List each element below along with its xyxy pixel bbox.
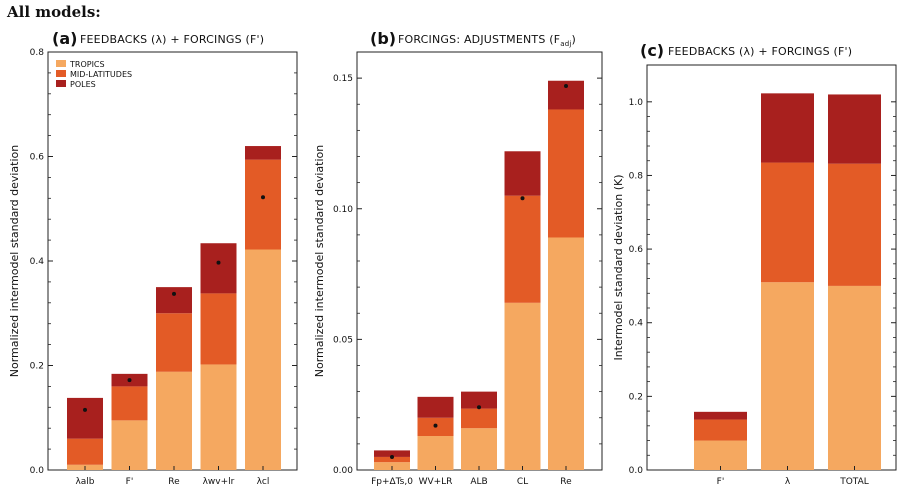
y-tick-label: 0.05	[333, 335, 353, 345]
data-point-marker	[520, 196, 525, 201]
y-tick-label: 0.8	[629, 171, 644, 181]
data-point-marker	[172, 291, 176, 296]
data-point-marker	[261, 195, 265, 200]
bar-segment-mid-latitudes	[461, 408, 497, 429]
bar-segment-poles	[761, 93, 814, 163]
y-tick-label: 0.4	[30, 257, 45, 267]
category-label: F'	[717, 477, 725, 487]
y-tick-label: 0.8	[30, 48, 45, 58]
panel-letter: (c)	[640, 41, 664, 60]
bar-segment-tropics	[694, 440, 747, 470]
category-label: WV+LR	[419, 477, 453, 487]
bar-segment-poles	[67, 397, 103, 439]
bar-segment-tropics	[504, 302, 541, 470]
bar-segment-mid-latitudes	[200, 293, 237, 365]
bar-segment-mid-latitudes	[694, 419, 747, 441]
bar-segment-poles	[461, 391, 497, 409]
category-label: ALB	[470, 477, 487, 487]
category-label: CL	[517, 477, 528, 487]
bar-segment-tropics	[245, 249, 281, 470]
bar-segment-mid-latitudes	[67, 438, 103, 465]
bar-segment-tropics	[156, 371, 192, 470]
bar-segment-mid-latitudes	[156, 313, 192, 372]
bar-segment-tropics	[111, 420, 148, 470]
data-point-marker	[390, 454, 394, 459]
y-tick-label: 0.2	[30, 362, 44, 372]
bar-segment-mid-latitudes	[828, 163, 881, 286]
bar-segment-mid-latitudes	[504, 195, 541, 303]
panel-title-subscript: adj	[560, 40, 571, 48]
bar-segment-mid-latitudes	[111, 386, 148, 421]
bar-segment-tropics	[417, 436, 454, 470]
bar-segment-tropics	[761, 282, 814, 470]
chart-panel-3: 0.0 0.2 0.4 0.6 0.8 1.0 F' λ TOTAL Intermodel sta…	[612, 41, 897, 487]
bar-segment-poles	[694, 411, 747, 420]
y-tick-label: 0.0	[30, 466, 45, 476]
legend-label: MID-LATITUDES	[70, 70, 132, 79]
legend-swatch	[56, 60, 66, 67]
bar-segment-tropics	[828, 285, 881, 470]
category-label: Re	[168, 477, 180, 487]
legend-label: POLES	[70, 80, 96, 89]
data-point-marker	[433, 423, 438, 428]
bar-segment-mid-latitudes	[548, 109, 584, 238]
data-point-marker	[127, 378, 132, 383]
y-tick-label: 0.6	[629, 245, 644, 255]
category-label: λcl	[257, 477, 270, 487]
bar-segment-poles	[374, 450, 410, 457]
y-tick-label: 0.4	[629, 319, 644, 329]
bar-segment-poles	[417, 396, 454, 418]
y-axis-label: Normalized intermodel standard deviation	[313, 145, 326, 378]
y-tick-label: 0.0	[629, 466, 644, 476]
y-tick-label: 0.2	[629, 392, 643, 402]
category-label: F'	[126, 477, 134, 487]
bar-segment-mid-latitudes	[245, 159, 281, 250]
bar-segment-poles	[200, 243, 237, 294]
panel-title: FEEDBACKS (λ) + FORCINGS (F')	[80, 33, 264, 46]
bar-segment-poles	[245, 146, 281, 160]
panel-title: FORCINGS: ADJUSTMENTS (Fadj)	[398, 33, 576, 48]
data-point-marker	[216, 260, 221, 265]
data-point-marker	[477, 405, 481, 410]
y-tick-label: 0.6	[30, 153, 45, 163]
chart-panel-2: 0.00 0.05 0.10 0.15 Fp+ΔTs,0 WV+LR ALB CL Re Norm…	[313, 29, 603, 487]
data-point-marker	[564, 83, 568, 88]
category-label: Re	[560, 477, 572, 487]
y-axis-label: Normalized intermodel standard deviation	[8, 145, 21, 378]
panel-letter: (a)	[52, 29, 77, 48]
y-tick-label: 0.10	[333, 205, 353, 215]
category-label: TOTAL	[839, 477, 869, 487]
category-label: λ	[785, 477, 791, 487]
legend-label: TROPICS	[69, 60, 105, 69]
category-label: λwv+lr	[203, 477, 235, 487]
bar-segment-mid-latitudes	[374, 456, 410, 463]
legend-swatch	[56, 70, 66, 77]
category-label: Fp+ΔTs,0	[371, 477, 413, 487]
y-tick-label: 0.15	[333, 74, 353, 84]
bar-segment-poles	[504, 151, 541, 196]
chart-panel-1: 0.0 0.2 0.4 0.6 0.8 λalb F' Re λwv+lr λcl Normaliz…	[8, 29, 298, 487]
bar-segment-poles	[156, 287, 192, 314]
y-axis-label: Intermodel standard deviation (K)	[612, 174, 625, 360]
panel-title-end: )	[572, 33, 577, 46]
panel-letter: (b)	[370, 29, 396, 48]
figure-heading: All models:	[7, 3, 101, 21]
bar-segment-tropics	[461, 428, 497, 470]
y-tick-label: 0.00	[333, 466, 353, 476]
panel-title: FEEDBACKS (λ) + FORCINGS (F')	[668, 45, 852, 58]
legend-swatch	[56, 80, 66, 87]
bar-segment-tropics	[200, 364, 237, 470]
bar-segment-tropics	[548, 237, 584, 470]
category-label: λalb	[75, 477, 94, 487]
data-point-marker	[83, 407, 87, 412]
y-tick-label: 1.0	[629, 98, 644, 108]
bar-segment-mid-latitudes	[761, 162, 814, 283]
bar-segment-poles	[828, 94, 881, 164]
